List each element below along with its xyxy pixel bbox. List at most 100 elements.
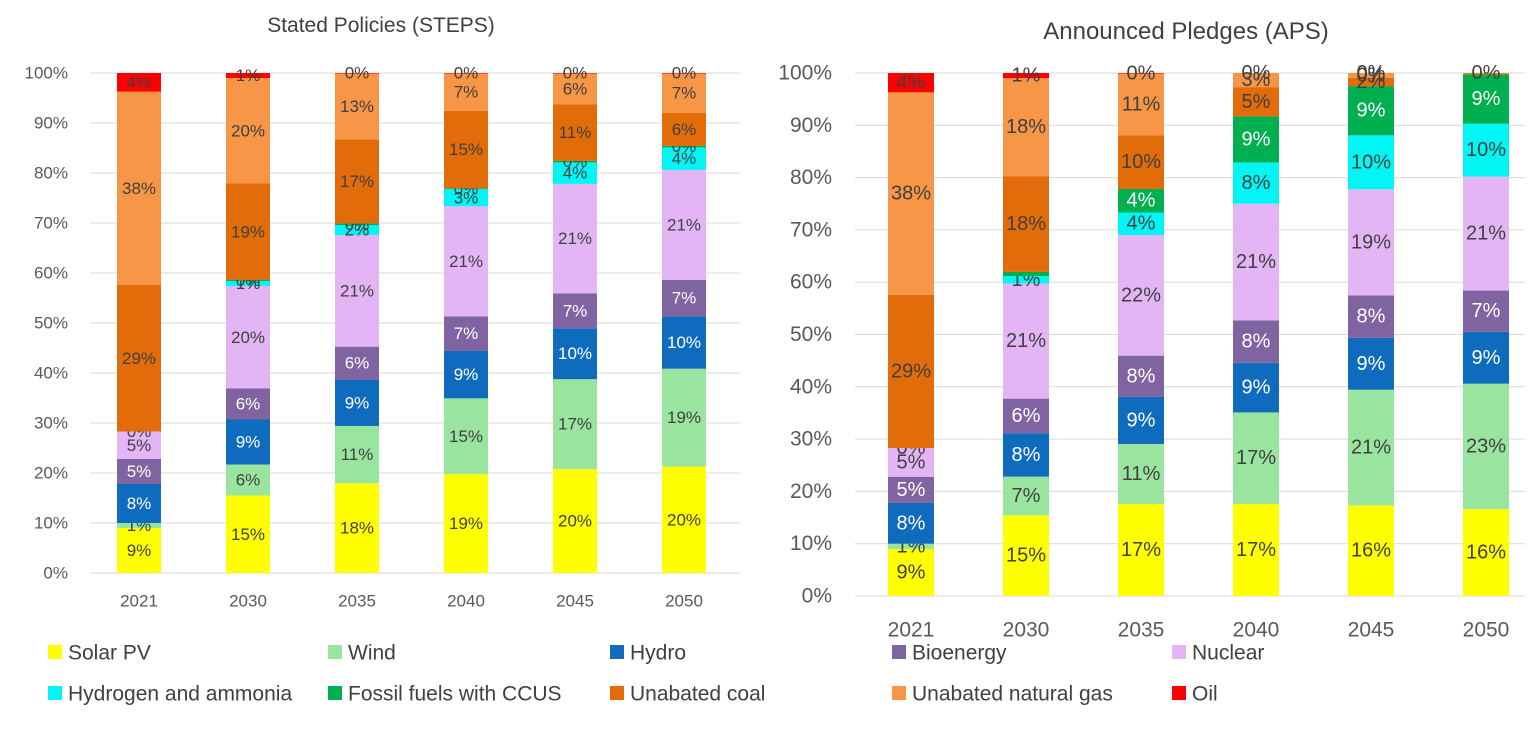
y-tick-label: 40% <box>790 375 832 398</box>
bar-segment <box>1118 188 1164 213</box>
bar-segment <box>662 169 706 280</box>
data-label: 17% <box>340 172 374 191</box>
data-label: 16% <box>1466 542 1506 564</box>
legend-label: Nuclear <box>1192 642 1264 665</box>
bar-segment <box>553 73 597 105</box>
bar-segment <box>1233 320 1279 363</box>
data-label: 10% <box>558 344 592 363</box>
data-label: 0% <box>563 64 588 83</box>
y-tick-label: 70% <box>790 218 832 241</box>
legend-swatch <box>328 645 342 659</box>
bar-segment <box>888 502 934 544</box>
x-tick-label: 2035 <box>1118 619 1165 642</box>
y-tick-label: 80% <box>34 164 68 183</box>
y-tick-label: 100% <box>25 64 68 83</box>
bar-segment <box>553 379 597 470</box>
data-label: 7% <box>1012 485 1041 507</box>
data-label: 20% <box>231 328 265 347</box>
bar-segment <box>226 388 270 420</box>
data-label: 11% <box>559 123 592 142</box>
bar-segment <box>662 368 706 467</box>
bar-segment <box>444 189 488 207</box>
data-label: 9% <box>127 541 152 560</box>
data-label: 11% <box>341 445 374 464</box>
legend-swatch <box>892 686 906 700</box>
bar-segment <box>1003 176 1049 272</box>
legend-label: Solar PV <box>68 642 151 665</box>
data-label: 7% <box>1472 300 1501 322</box>
bar-segment <box>335 425 379 484</box>
bar-segment <box>1118 355 1164 397</box>
bar-segment <box>117 285 161 432</box>
bar-segment <box>444 316 488 351</box>
bar-segment <box>444 206 488 317</box>
bar-segment <box>226 78 270 184</box>
bar-segment <box>1463 509 1509 596</box>
y-tick-label: 80% <box>790 166 832 189</box>
data-label: 4% <box>672 149 697 168</box>
bar-segment <box>1348 135 1394 190</box>
bar-segment <box>553 183 597 294</box>
y-tick-label: 70% <box>34 214 68 233</box>
data-label: 9% <box>1357 100 1386 122</box>
data-label: 9% <box>236 433 261 452</box>
y-tick-label: 100% <box>778 62 832 85</box>
bar-segment <box>1003 476 1049 516</box>
data-label: 8% <box>1242 331 1271 353</box>
data-label: 23% <box>1466 435 1506 457</box>
data-label: 10% <box>1466 139 1506 161</box>
y-tick-label: 40% <box>34 364 68 383</box>
y-tick-label: 90% <box>790 114 832 137</box>
data-label: 15% <box>231 525 265 544</box>
legend-label: Bioenergy <box>912 642 1007 665</box>
bar-segment <box>1233 503 1279 596</box>
bar-segment <box>1233 362 1279 413</box>
data-label: 20% <box>558 512 592 531</box>
legend-label: Hydro <box>630 642 686 665</box>
y-tick-label: 60% <box>34 264 68 283</box>
data-label: 0% <box>454 64 479 83</box>
bar-segment <box>1348 505 1394 596</box>
bar-segment <box>1233 162 1279 204</box>
data-label: 0% <box>345 64 370 83</box>
bar-segment <box>888 543 934 549</box>
data-label: 19% <box>231 222 265 241</box>
bar-segment <box>1463 74 1509 124</box>
bar-segment <box>444 73 488 111</box>
bar-segment <box>1233 73 1279 88</box>
data-label: 4% <box>563 164 588 183</box>
legend-label: Wind <box>348 642 396 665</box>
bar-segment <box>888 447 934 477</box>
y-tick-label: 30% <box>34 414 68 433</box>
bar-segment <box>662 112 706 146</box>
bar-segment <box>553 104 597 161</box>
data-label: 10% <box>1121 151 1161 173</box>
bar-segment <box>335 73 379 140</box>
legend-swatch <box>610 645 624 659</box>
data-label: 21% <box>1006 330 1046 352</box>
data-label: 0% <box>1357 62 1386 84</box>
data-label: 15% <box>449 140 483 159</box>
data-label: 20% <box>231 121 265 140</box>
legend-swatch <box>328 686 342 700</box>
bar-segment <box>1118 396 1164 444</box>
legend-swatch <box>610 686 624 700</box>
x-tick-label: 2030 <box>229 592 267 611</box>
data-label: 38% <box>891 183 931 205</box>
bar-segment <box>1348 73 1394 78</box>
bar-segment <box>444 188 488 190</box>
data-label: 8% <box>1127 365 1156 387</box>
data-label: 9% <box>1242 377 1271 399</box>
bar-segment <box>1003 73 1049 79</box>
x-tick-label: 2030 <box>1003 619 1050 642</box>
data-label: 1% <box>236 66 261 85</box>
bar-segment <box>1348 337 1394 390</box>
data-label: 19% <box>667 408 701 427</box>
data-label: 6% <box>236 471 261 490</box>
legend-swatch <box>48 686 62 700</box>
chart-title: Stated Policies (STEPS) <box>267 14 495 37</box>
bar-segment <box>1463 331 1509 384</box>
bar-segment <box>444 474 488 573</box>
bar-segment <box>1463 73 1509 75</box>
bar-segment <box>335 483 379 573</box>
